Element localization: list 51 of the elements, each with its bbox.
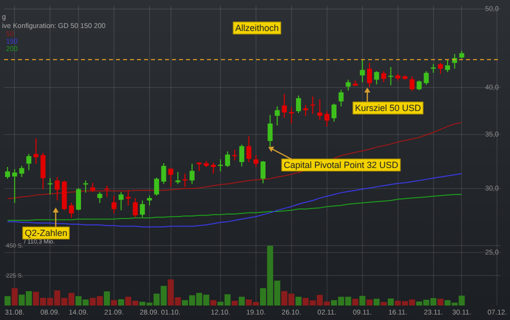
candlestick [282, 94, 287, 118]
candlestick [346, 79, 351, 92]
candlestick [381, 70, 386, 83]
candlestick [147, 195, 152, 206]
candlestick [54, 176, 60, 201]
candlestick [90, 182, 96, 193]
annotation: Kursziel 50 USD [354, 102, 422, 113]
candlestick [76, 187, 81, 211]
candlestick [253, 154, 258, 168]
candlestick [332, 103, 336, 122]
candlestick [40, 152, 46, 190]
candlestick [5, 166, 10, 180]
candlestick [12, 168, 18, 204]
candlestick [232, 149, 238, 161]
candlestick [274, 106, 280, 126]
candlestick [112, 195, 116, 214]
candlestick [410, 76, 415, 92]
candlestick [338, 89, 344, 107]
candlestick [68, 202, 74, 218]
annotation: Q2-Zahlen [24, 228, 68, 238]
candlestick [140, 200, 145, 218]
candlestick [246, 136, 252, 163]
candlestick [317, 98, 322, 120]
candlestick [26, 154, 32, 171]
candlestick [33, 138, 38, 164]
candlestick [374, 70, 380, 85]
candlestick [239, 144, 244, 167]
candlestick [416, 80, 422, 91]
candlestick [288, 106, 294, 124]
candlestick [190, 163, 195, 184]
candlestick [324, 110, 330, 127]
candlestick [388, 66, 394, 86]
candlestick [445, 59, 450, 73]
annotation: Capital Pivotal Point 32 USD [284, 160, 399, 170]
candlestick [161, 162, 166, 184]
candlestick [132, 198, 138, 218]
candlestick [48, 178, 53, 195]
candlestick [260, 160, 266, 184]
candlestick [218, 158, 223, 172]
candlestick [210, 162, 216, 174]
candlestick [225, 150, 230, 168]
candlestick [438, 62, 443, 74]
candlestick [118, 192, 124, 211]
candlestick [296, 94, 301, 114]
candlestick [367, 62, 372, 88]
candlestick [97, 192, 102, 204]
candlestick [310, 96, 316, 114]
candlestick [154, 177, 160, 196]
ref-line-label: Allzeithoch [235, 22, 279, 33]
candlestick [360, 59, 365, 83]
candlestick [168, 168, 174, 188]
